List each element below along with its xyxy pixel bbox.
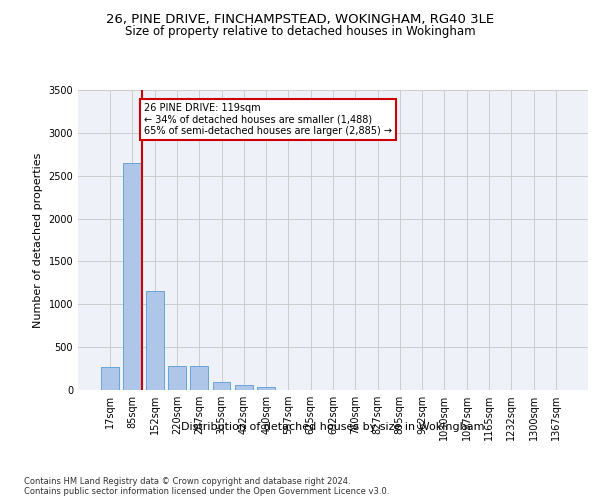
Bar bbox=[257, 386, 275, 390]
Bar bbox=[101, 367, 119, 390]
Text: Contains HM Land Registry data © Crown copyright and database right 2024.: Contains HM Land Registry data © Crown c… bbox=[24, 478, 350, 486]
Y-axis label: Number of detached properties: Number of detached properties bbox=[33, 152, 43, 328]
Bar bbox=[235, 386, 253, 390]
Bar bbox=[124, 163, 142, 390]
Bar bbox=[212, 382, 230, 390]
Bar bbox=[146, 292, 164, 390]
Text: Contains public sector information licensed under the Open Government Licence v3: Contains public sector information licen… bbox=[24, 488, 389, 496]
Text: 26, PINE DRIVE, FINCHAMPSTEAD, WOKINGHAM, RG40 3LE: 26, PINE DRIVE, FINCHAMPSTEAD, WOKINGHAM… bbox=[106, 12, 494, 26]
Bar bbox=[190, 366, 208, 390]
Text: Size of property relative to detached houses in Wokingham: Size of property relative to detached ho… bbox=[125, 25, 475, 38]
Text: Distribution of detached houses by size in Wokingham: Distribution of detached houses by size … bbox=[181, 422, 485, 432]
Bar bbox=[168, 366, 186, 390]
Text: 26 PINE DRIVE: 119sqm
← 34% of detached houses are smaller (1,488)
65% of semi-d: 26 PINE DRIVE: 119sqm ← 34% of detached … bbox=[144, 103, 392, 136]
